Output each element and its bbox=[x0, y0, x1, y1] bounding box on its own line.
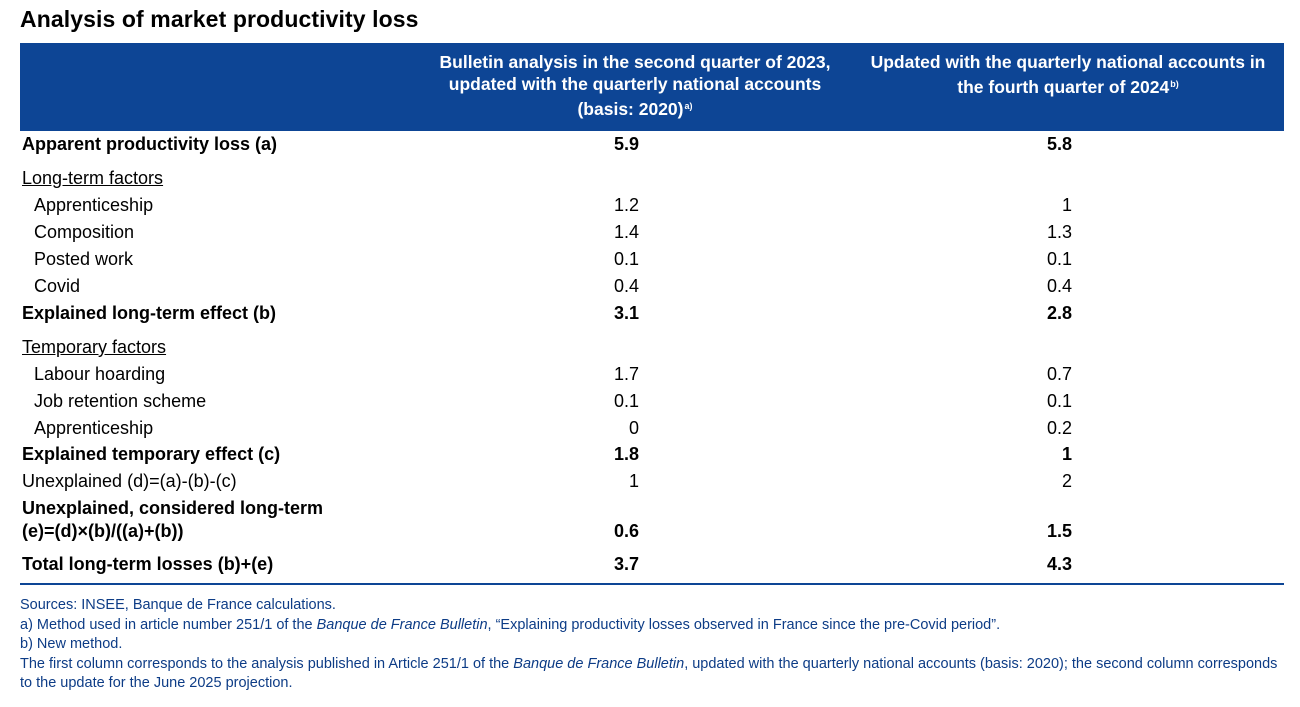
page-title: Analysis of market productivity loss bbox=[20, 6, 419, 32]
column-header-2024-footnote: b) bbox=[1170, 79, 1179, 89]
footnote-a: a) Method used in article number 251/1 o… bbox=[20, 616, 1290, 636]
value-2023: 3.1 bbox=[613, 303, 639, 323]
column-note-text: The first column corresponds to the anal… bbox=[20, 655, 514, 672]
value-2024: 0.7 bbox=[1046, 364, 1072, 384]
footnote-b: b) New method. bbox=[20, 636, 123, 652]
row-label: Explained long-term effect (b) bbox=[22, 303, 277, 323]
value-2024: 4.3 bbox=[1046, 554, 1072, 574]
table-bottom-rule bbox=[20, 583, 1284, 585]
section-label: Temporary factors bbox=[22, 337, 167, 357]
value-2023: 1 bbox=[628, 471, 639, 491]
column-header-2024-label: Updated with the quarterly national acco… bbox=[870, 52, 1266, 97]
sources-note: Sources: INSEE, Banque de France calcula… bbox=[20, 597, 336, 613]
value-2024: 1 bbox=[1061, 444, 1072, 464]
value-2023: 1.8 bbox=[613, 444, 639, 464]
row-label: Apprenticeship bbox=[34, 418, 154, 438]
value-2023: 1.7 bbox=[613, 364, 639, 384]
footnote-a-publication: Banque de France Bulletin bbox=[316, 616, 488, 633]
value-2023: 0.6 bbox=[613, 521, 639, 541]
value-2024: 0.4 bbox=[1046, 276, 1072, 296]
row-label: Explained temporary effect (c) bbox=[22, 444, 281, 464]
value-2024: 2.8 bbox=[1046, 303, 1072, 323]
value-2024: 1 bbox=[1061, 195, 1072, 215]
value-2023: 3.7 bbox=[613, 554, 639, 574]
row-label: Labour hoarding bbox=[34, 364, 166, 384]
value-2023: 0 bbox=[628, 418, 639, 438]
column-note: The first column corresponds to the anal… bbox=[20, 655, 1290, 694]
value-2023: 0.1 bbox=[613, 249, 639, 269]
row-label-line1: Unexplained, considered long-term bbox=[22, 498, 324, 518]
row-label: Covid bbox=[34, 276, 81, 296]
column-header-2023-footnote: a) bbox=[684, 101, 693, 111]
row-label: Composition bbox=[34, 222, 135, 242]
footnote-a-text: a) Method used in article number 251/1 o… bbox=[20, 616, 317, 633]
value-2024: 2 bbox=[1061, 471, 1072, 491]
value-2023: 5.9 bbox=[613, 134, 639, 154]
row-label: Total long-term losses (b)+(e) bbox=[22, 554, 274, 574]
column-header-2023-label: Bulletin analysis in the second quarter … bbox=[439, 52, 831, 119]
column-header-2023: Bulletin analysis in the second quarter … bbox=[420, 51, 850, 120]
value-2024: 1.5 bbox=[1046, 521, 1072, 541]
value-2024: 5.8 bbox=[1046, 134, 1072, 154]
footnotes: Sources: INSEE, Banque de France calcula… bbox=[20, 596, 1290, 694]
table-header: Bulletin analysis in the second quarter … bbox=[20, 43, 1284, 131]
row-label: Job retention scheme bbox=[34, 391, 207, 411]
row-label: Unexplained (d)=(a)-(b)-(c) bbox=[22, 471, 237, 491]
value-2024: 1.3 bbox=[1046, 222, 1072, 242]
value-2023: 1.4 bbox=[613, 222, 639, 242]
value-2023: 0.1 bbox=[613, 391, 639, 411]
row-label: Posted work bbox=[34, 249, 134, 269]
value-2024: 0.2 bbox=[1046, 418, 1072, 438]
column-note-rest: , updated with the quarterly national ac… bbox=[20, 655, 1278, 692]
section-label: Long-term factors bbox=[22, 168, 164, 188]
row-label: Apprenticeship bbox=[34, 195, 154, 215]
footnote-a-title: , “Explaining productivity losses observ… bbox=[487, 616, 1001, 633]
value-2023: 0.4 bbox=[613, 276, 639, 296]
column-header-2024: Updated with the quarterly national acco… bbox=[860, 51, 1276, 98]
value-2024: 0.1 bbox=[1046, 249, 1072, 269]
value-2024: 0.1 bbox=[1046, 391, 1072, 411]
row-label: Apparent productivity loss (a) bbox=[22, 134, 278, 154]
row-label-line2: (e)=(d)×(b)/((a)+(b)) bbox=[22, 521, 184, 541]
column-note-publication: Banque de France Bulletin bbox=[513, 655, 685, 672]
value-2023: 1.2 bbox=[613, 195, 639, 215]
